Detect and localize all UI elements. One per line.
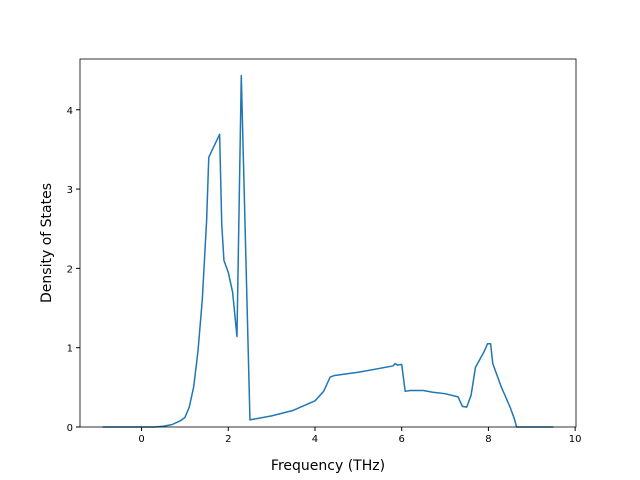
- x-tick-label: 2: [225, 434, 231, 445]
- y-tick-label: 3: [67, 185, 73, 196]
- x-tick-label: 6: [399, 434, 405, 445]
- y-tick-label: 2: [67, 264, 73, 275]
- y-tick-label: 0: [67, 423, 73, 434]
- x-tick-label: 4: [312, 434, 318, 445]
- plot-frame: [79, 58, 577, 428]
- x-tick-label: 10: [569, 434, 582, 445]
- y-tick-label: 1: [67, 344, 73, 355]
- y-tick-label: 4: [67, 106, 73, 117]
- x-tick-label: 8: [485, 434, 491, 445]
- line-series: [102, 74, 554, 428]
- y-axis-label: Density of States: [39, 183, 55, 303]
- x-axis-label: Frequency (THz): [271, 458, 385, 474]
- x-tick-label: 0: [138, 434, 144, 445]
